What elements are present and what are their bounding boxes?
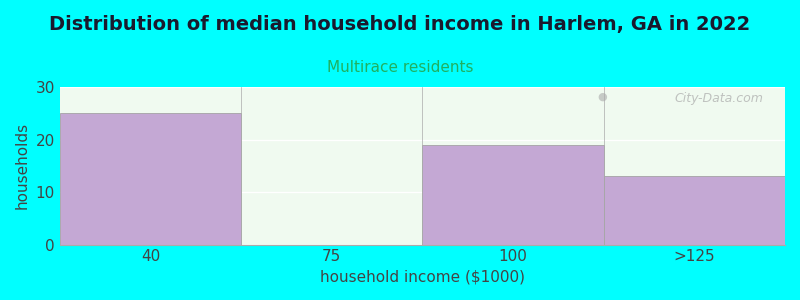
X-axis label: household income ($1000): household income ($1000) — [320, 270, 525, 285]
Y-axis label: households: households — [15, 122, 30, 209]
Text: Multirace residents: Multirace residents — [326, 60, 474, 75]
Text: City-Data.com: City-Data.com — [674, 92, 763, 105]
Bar — [604, 176, 785, 244]
Text: ●: ● — [598, 92, 607, 102]
Bar — [60, 113, 241, 244]
Text: Distribution of median household income in Harlem, GA in 2022: Distribution of median household income … — [50, 15, 750, 34]
Bar — [422, 145, 604, 244]
